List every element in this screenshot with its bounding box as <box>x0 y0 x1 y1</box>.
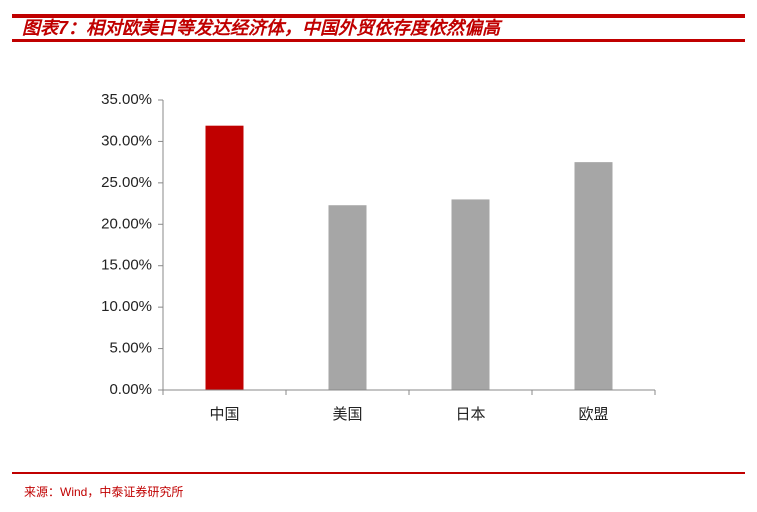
bar <box>205 125 244 390</box>
chart-title: 图表7：相对欧美日等发达经济体，中国外贸依存度依然偏高 <box>22 18 503 38</box>
y-tick-label: 15.00% <box>101 257 152 274</box>
title-rule-top <box>12 14 745 18</box>
bar <box>451 199 490 390</box>
bar <box>328 205 367 390</box>
y-tick-label: 0.00% <box>109 381 152 398</box>
x-tick-label: 欧盟 <box>578 406 608 423</box>
bar <box>574 162 613 390</box>
x-tick-label: 日本 <box>455 406 485 423</box>
x-tick-label: 中国 <box>209 406 239 423</box>
title-rule-bottom <box>12 39 745 42</box>
y-tick-label: 30.00% <box>101 132 152 149</box>
y-tick-label: 25.00% <box>101 174 152 191</box>
x-tick-label: 美国 <box>332 406 362 423</box>
y-tick-label: 35.00% <box>101 91 152 108</box>
y-tick-label: 10.00% <box>101 298 152 315</box>
y-tick-label: 5.00% <box>109 340 152 357</box>
y-tick-label: 20.00% <box>101 215 152 232</box>
source: 来源：Wind，中泰证券研究所 <box>24 484 183 499</box>
source-rule <box>12 472 745 474</box>
